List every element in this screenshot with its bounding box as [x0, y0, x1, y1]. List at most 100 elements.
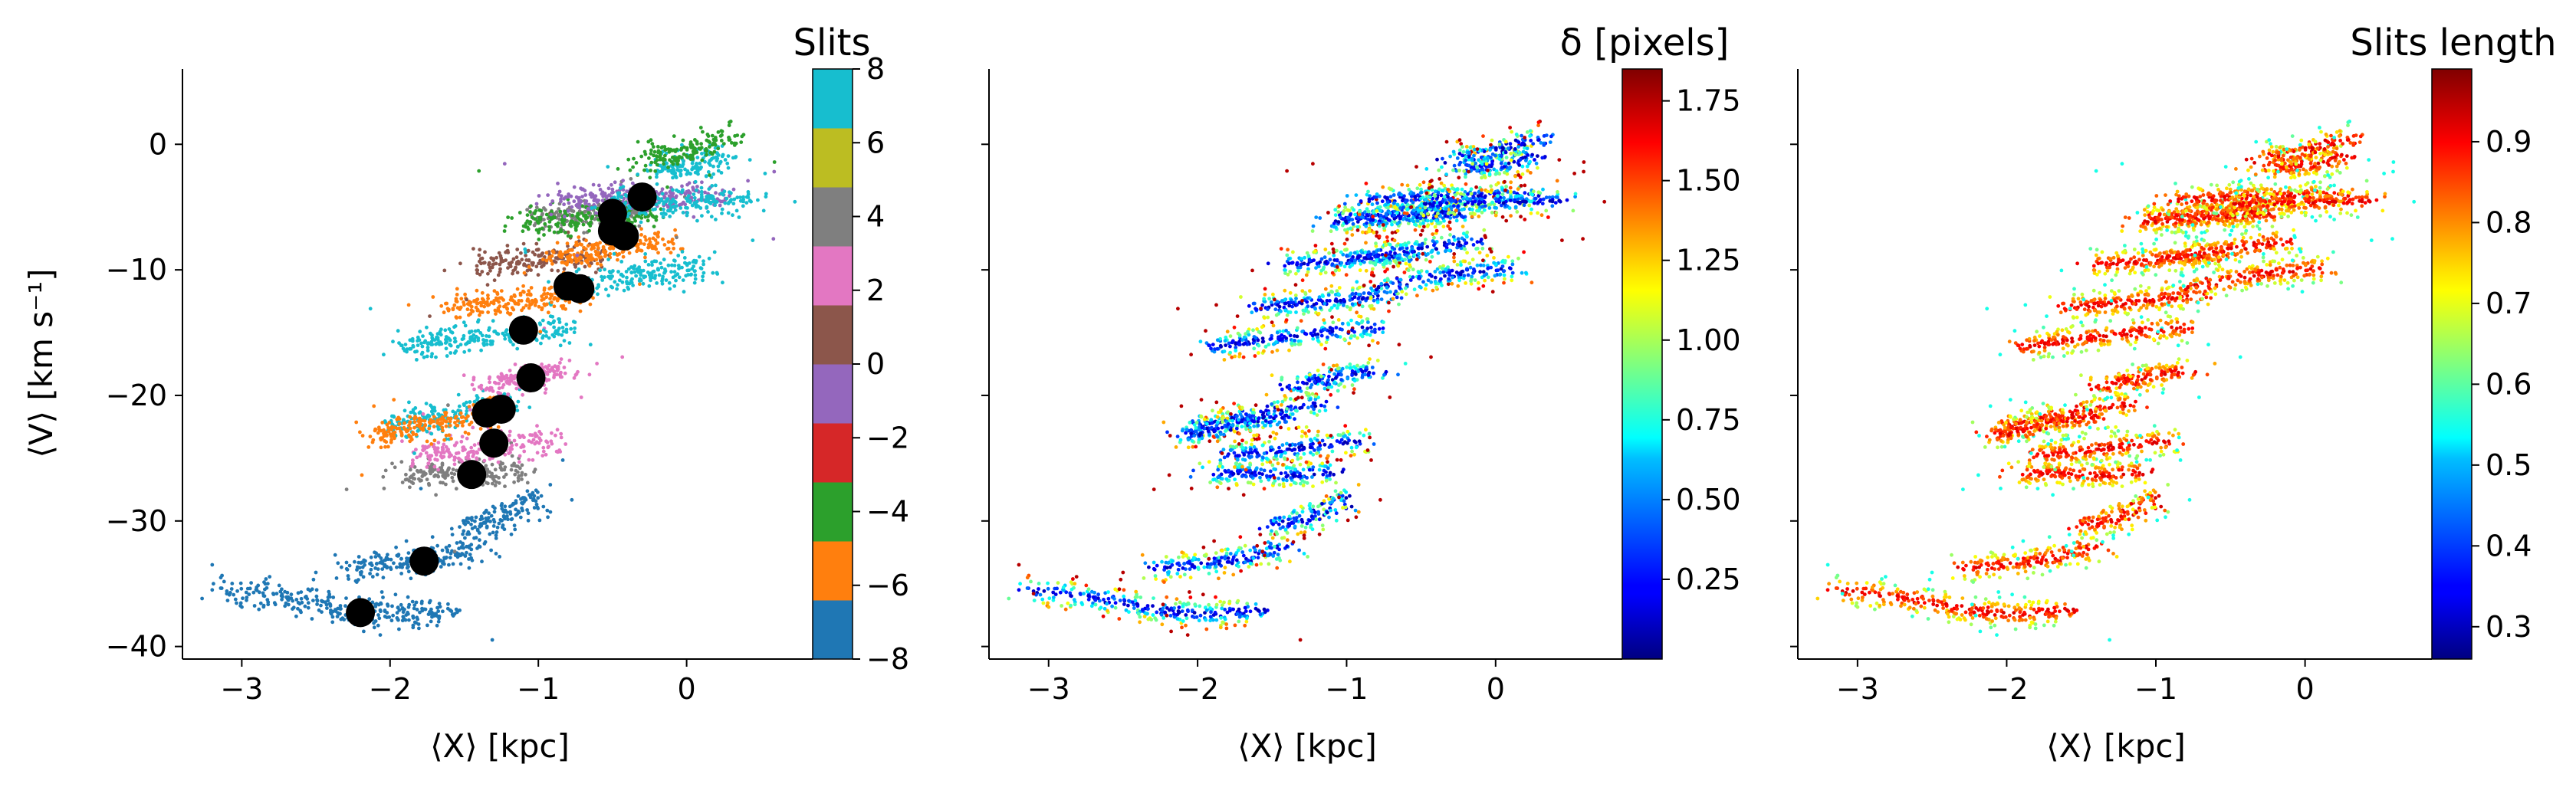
data-point [1338, 433, 1342, 438]
data-point [427, 426, 432, 431]
data-point [485, 524, 489, 529]
data-point [1142, 576, 1146, 580]
data-point [1208, 439, 1212, 444]
colorbar-segment [813, 69, 853, 129]
data-point [452, 336, 457, 340]
data-point [623, 193, 628, 197]
data-point [1218, 599, 1223, 604]
data-point [500, 518, 504, 523]
data-point [475, 394, 479, 398]
data-point [415, 349, 419, 353]
data-point [627, 251, 632, 255]
data-point [671, 210, 675, 215]
data-point [644, 212, 648, 216]
data-point [508, 429, 512, 434]
data-point [730, 141, 734, 145]
data-point [550, 300, 554, 304]
data-point [1235, 612, 1240, 616]
data-point [391, 613, 395, 618]
data-point [376, 613, 380, 617]
data-point [693, 179, 698, 184]
data-point [749, 199, 753, 204]
data-point [697, 146, 702, 151]
data-point [385, 434, 389, 438]
data-point [1204, 627, 1209, 631]
data-point [1276, 522, 1281, 526]
data-point [448, 423, 452, 428]
data-point [347, 577, 350, 581]
data-point [1304, 460, 1309, 464]
data-point [368, 307, 373, 311]
data-point [677, 266, 681, 271]
data-point [518, 515, 523, 520]
data-point [299, 596, 304, 601]
data-point [672, 246, 675, 251]
data-point [1225, 560, 1230, 564]
data-point [373, 428, 377, 433]
data-point [1196, 567, 1201, 572]
data-point [296, 591, 301, 595]
data-point [622, 288, 626, 293]
data-point [606, 186, 611, 191]
data-point [558, 361, 562, 365]
data-point [653, 238, 658, 242]
data-point [513, 362, 518, 366]
data-point [480, 290, 485, 295]
data-point [632, 156, 636, 161]
data-point [1259, 562, 1263, 566]
data-point [482, 261, 487, 265]
data-point [387, 421, 392, 425]
data-point [1241, 553, 1246, 558]
data-point [532, 506, 537, 510]
data-point [383, 439, 387, 443]
data-point [511, 257, 516, 261]
data-point [444, 482, 448, 487]
data-point [475, 457, 479, 461]
data-point [1152, 560, 1156, 565]
data-point [556, 268, 560, 273]
data-point [398, 562, 402, 566]
data-point [395, 417, 399, 421]
data-point [564, 250, 567, 254]
data-point [570, 213, 574, 218]
data-point [515, 271, 520, 275]
data-point [1214, 569, 1219, 574]
data-point [678, 206, 683, 210]
data-point [544, 258, 549, 263]
data-point [572, 199, 577, 204]
data-point [1316, 504, 1320, 509]
data-point [642, 168, 646, 172]
data-point [1283, 457, 1287, 461]
data-point [1313, 510, 1317, 514]
data-point [720, 207, 724, 212]
data-point [555, 369, 560, 372]
data-point [1248, 561, 1253, 566]
data-point [377, 428, 382, 431]
data-point [469, 547, 474, 552]
data-point [695, 162, 698, 166]
data-point [545, 366, 550, 371]
data-point [432, 405, 436, 410]
data-point [466, 340, 471, 344]
data-point [1211, 613, 1216, 617]
data-point [676, 156, 681, 160]
data-point [263, 587, 267, 592]
data-point [1198, 613, 1203, 618]
data-point [1282, 515, 1286, 520]
data-point [210, 588, 215, 592]
data-point [639, 233, 643, 237]
data-point [685, 213, 689, 218]
data-point [463, 554, 468, 558]
data-point [511, 298, 514, 303]
data-point [672, 270, 677, 274]
data-point [1339, 458, 1343, 462]
data-point [621, 185, 626, 189]
data-point [1300, 435, 1304, 438]
data-point [515, 287, 520, 291]
data-point [411, 408, 416, 412]
data-point [634, 161, 639, 165]
data-point [476, 329, 481, 333]
data-point [596, 292, 600, 297]
data-point [515, 408, 520, 412]
